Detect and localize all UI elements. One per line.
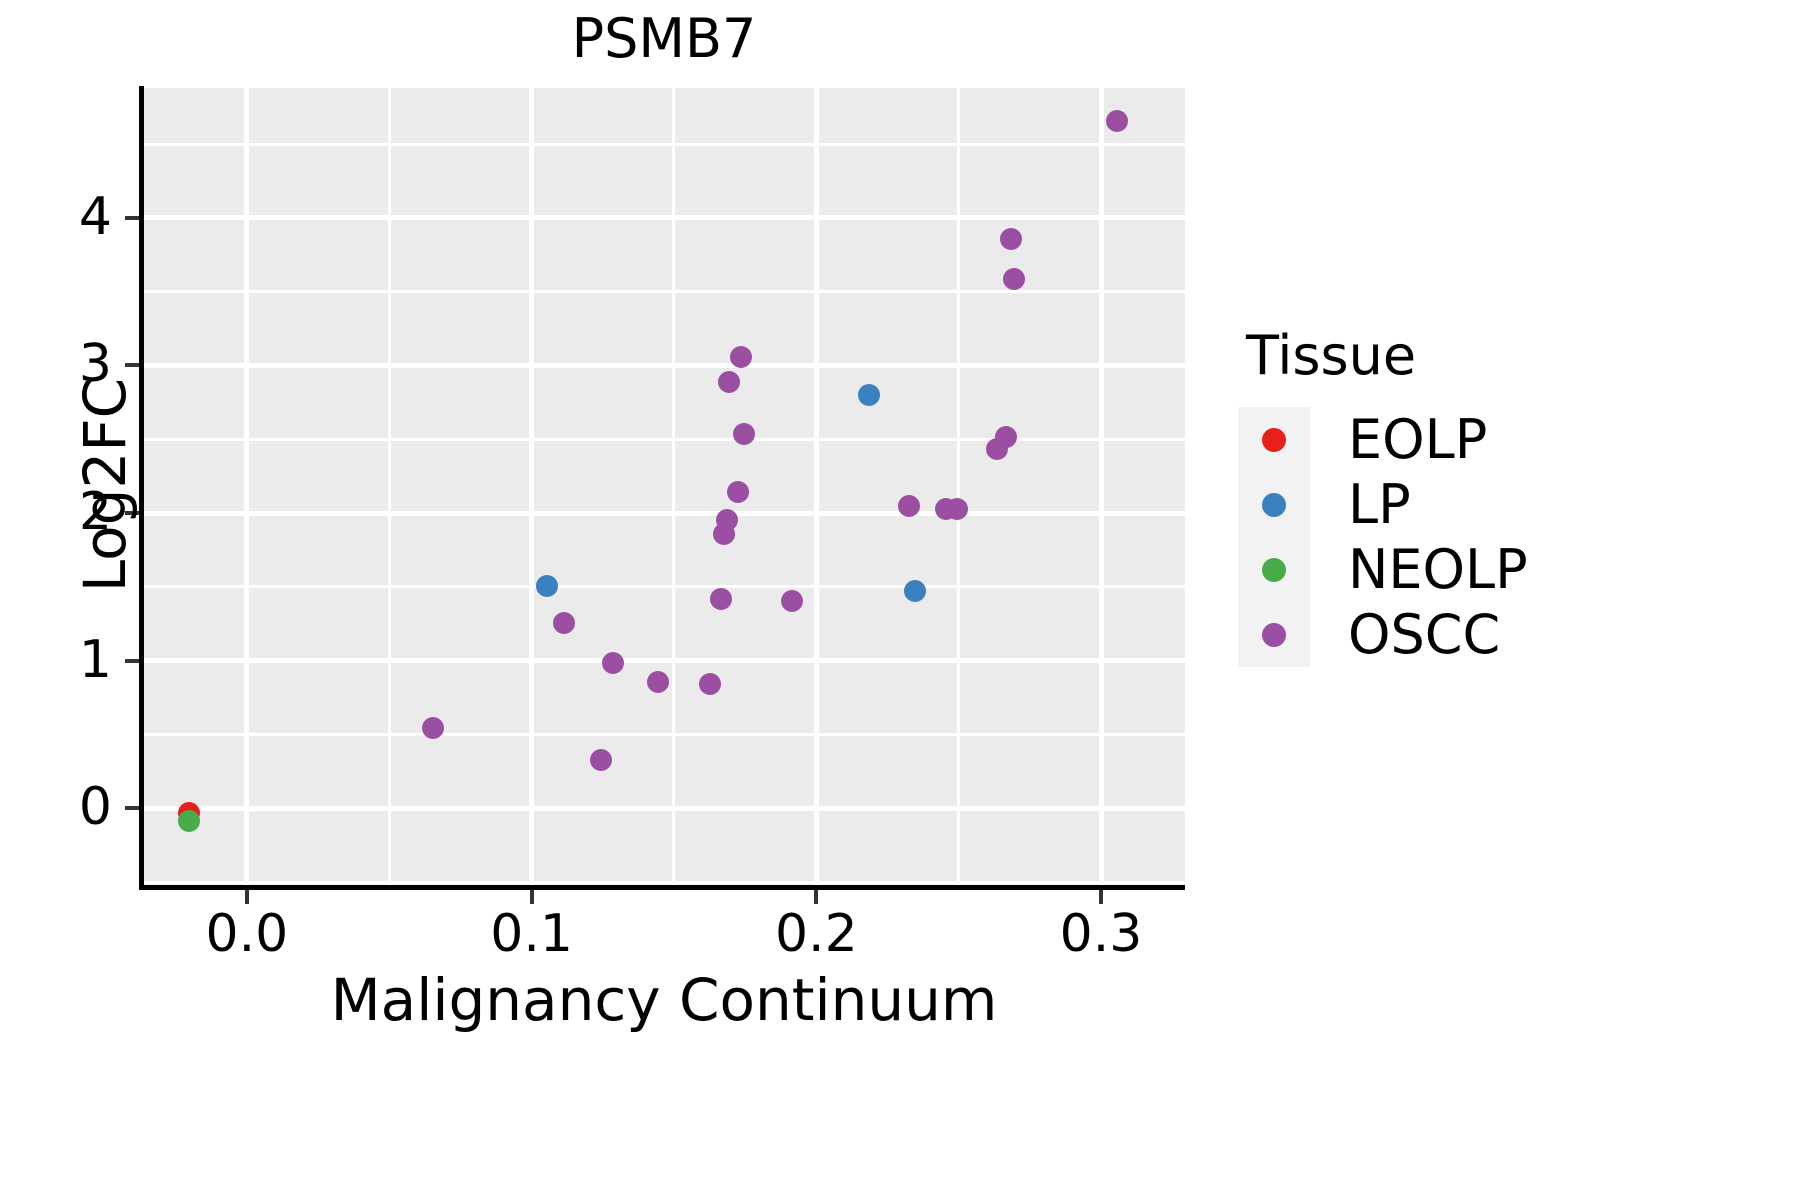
legend-dot-icon: [1262, 492, 1286, 517]
legend-dot-icon: [1262, 557, 1286, 582]
y-axis-line: [139, 86, 144, 887]
grid-line-major-vertical: [529, 88, 535, 885]
data-point-oscc: [601, 651, 624, 674]
grid-line-minor-vertical: [387, 88, 391, 885]
data-point-oscc: [590, 749, 613, 772]
legend-swatch: [1238, 407, 1310, 472]
y-tick-label: 2: [78, 482, 112, 543]
y-tick-label: 1: [78, 629, 112, 690]
data-point-oscc: [718, 371, 741, 394]
x-tick-label: 0.0: [205, 904, 289, 964]
grid-line-major-horizontal: [143, 215, 1185, 221]
data-point-oscc: [727, 480, 750, 503]
legend-title: Tissue: [1246, 324, 1417, 387]
data-point-oscc: [781, 589, 804, 612]
grid-line-major-horizontal: [143, 805, 1185, 811]
data-point-oscc: [422, 716, 445, 739]
x-tick-label: 0.2: [774, 904, 858, 964]
y-tick-label: 0: [78, 777, 112, 838]
data-point-oscc: [553, 612, 576, 635]
x-tick-mark: [244, 890, 249, 904]
data-point-lp: [903, 579, 926, 602]
chart-title: PSMB7: [571, 7, 757, 70]
plot-panel: [143, 88, 1185, 885]
grid-line-minor-horizontal: [143, 585, 1185, 589]
grid-line-minor-horizontal: [143, 732, 1185, 736]
x-tick-mark: [1099, 890, 1103, 904]
grid-line-minor-horizontal: [143, 880, 1185, 884]
data-point-neolp: [177, 809, 200, 832]
x-tick-label: 0.1: [490, 904, 573, 964]
grid-line-major-horizontal: [143, 362, 1185, 368]
grid-line-major-vertical: [1098, 88, 1104, 885]
x-tick-mark: [529, 890, 534, 904]
data-point-oscc: [1003, 268, 1026, 291]
legend-swatch: [1238, 537, 1310, 602]
legend-swatch: [1238, 602, 1310, 667]
legend: Tissue EOLP LP NEOLP OSCC: [1238, 325, 1778, 667]
grid-line-minor-vertical: [672, 88, 676, 885]
legend-label: EOLP: [1348, 407, 1488, 471]
y-tick-label: 4: [78, 186, 112, 247]
grid-line-major-vertical: [244, 88, 250, 885]
data-point-oscc: [729, 346, 752, 369]
data-point-oscc: [897, 495, 920, 518]
x-tick-mark: [814, 890, 819, 904]
legend-swatch: [1238, 472, 1310, 537]
data-point-oscc: [732, 423, 755, 446]
data-point-lp: [536, 575, 559, 598]
data-point-oscc: [1105, 110, 1128, 133]
data-point-oscc: [994, 426, 1017, 449]
legend-item-neolp[interactable]: NEOLP: [1238, 537, 1778, 602]
data-point-oscc: [715, 508, 738, 531]
x-axis-title: Malignancy Continuum: [330, 966, 998, 1034]
x-axis-line: [139, 885, 1185, 890]
legend-keys: EOLP LP NEOLP OSCC: [1238, 407, 1778, 667]
x-tick-label: 0.3: [1059, 904, 1143, 964]
legend-item-oscc[interactable]: OSCC: [1238, 602, 1778, 667]
data-point-oscc: [647, 671, 670, 694]
y-tick-mark: [125, 363, 139, 368]
grid-line-major-horizontal: [143, 658, 1185, 664]
grid-line-minor-vertical: [957, 88, 961, 885]
grid-line-minor-horizontal: [143, 142, 1185, 146]
y-tick-mark: [125, 511, 139, 516]
legend-dot-icon: [1262, 427, 1286, 452]
legend-dot-icon: [1262, 622, 1286, 647]
y-tick-mark: [125, 658, 139, 663]
data-point-oscc: [1000, 228, 1023, 251]
y-tick-mark: [125, 806, 139, 811]
data-point-oscc: [946, 498, 969, 521]
y-tick-label: 3: [78, 334, 112, 395]
legend-item-lp[interactable]: LP: [1238, 472, 1778, 537]
y-tick-mark: [125, 215, 139, 220]
data-point-oscc: [698, 672, 721, 695]
data-point-oscc: [709, 588, 732, 611]
legend-item-eolp[interactable]: EOLP: [1238, 407, 1778, 472]
grid-line-minor-horizontal: [143, 437, 1185, 441]
grid-line-major-horizontal: [143, 510, 1185, 516]
grid-line-major-vertical: [813, 88, 819, 885]
legend-label: LP: [1348, 472, 1411, 536]
y-axis-title: Log2FC: [71, 377, 139, 593]
data-point-lp: [857, 383, 880, 406]
legend-label: NEOLP: [1348, 537, 1528, 601]
grid-line-minor-horizontal: [143, 290, 1185, 294]
legend-label: OSCC: [1348, 602, 1501, 666]
